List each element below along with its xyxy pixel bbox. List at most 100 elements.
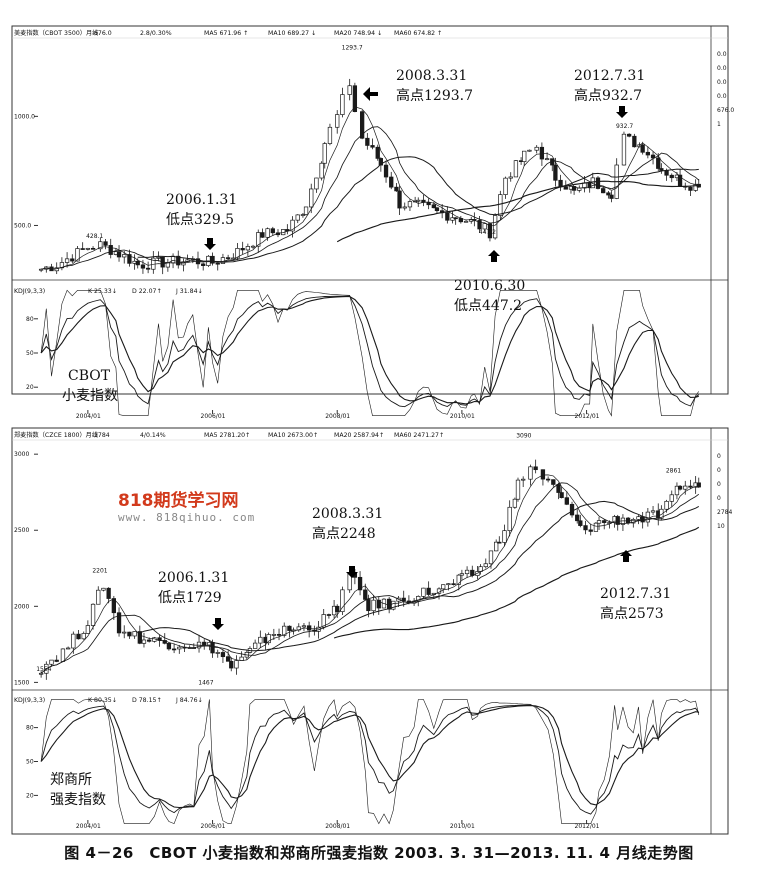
candle-body <box>239 656 244 661</box>
candle-body <box>601 188 606 194</box>
candle-body <box>90 247 96 250</box>
candle-body <box>503 177 508 195</box>
candle-body <box>245 246 251 251</box>
kdj-header-field: KDJ(9,3,3) <box>14 288 45 295</box>
candle-body <box>416 596 421 602</box>
y-tick-label: 2000 <box>14 603 29 610</box>
candle-body <box>210 255 215 264</box>
candle-body <box>551 479 556 485</box>
candle-body <box>640 144 645 153</box>
candle-body <box>378 158 384 166</box>
annotation-arrow-icon <box>616 106 628 118</box>
kdj-header-field: KDJ(9,3,3) <box>14 697 45 704</box>
right-axis-label: 0 <box>717 467 721 474</box>
y-tick-label: 1000.0 <box>14 113 35 120</box>
x-tick-label: 2012/01 <box>575 413 600 420</box>
candle-body <box>54 267 59 272</box>
candle-body <box>71 633 76 649</box>
candle-body <box>357 576 363 591</box>
candle-body <box>335 605 340 613</box>
candle-body <box>147 639 152 642</box>
candle-body <box>127 631 132 637</box>
candle-body <box>497 541 502 544</box>
kdj-header-field: J 31.84↓ <box>175 288 203 295</box>
candle-body <box>359 111 365 139</box>
ma60-line <box>336 180 699 243</box>
candle-body <box>76 633 81 640</box>
annotation-value: 高点1293.7 <box>396 87 473 104</box>
header-field-6: MA60 2471.27↑ <box>394 432 444 439</box>
candle-body <box>606 192 611 196</box>
header-field-0: 郑麦指数（CZCE 1800）月线 <box>14 431 98 439</box>
candle-body <box>659 168 664 171</box>
candle-body <box>498 194 503 216</box>
candle-body <box>225 656 231 662</box>
candle-body <box>650 510 656 513</box>
right-axis-label: 0.0 <box>717 65 727 72</box>
ma5-line <box>41 106 700 270</box>
candle-body <box>265 228 270 238</box>
candle-body <box>347 85 352 95</box>
candle-body <box>225 257 231 259</box>
kdj-d-line <box>40 705 699 809</box>
candle-body <box>365 137 370 146</box>
candle-body <box>494 541 499 552</box>
candle-body <box>696 482 701 488</box>
right-axis-label: 676.0 <box>717 107 734 114</box>
kdj-tick-label: 80 <box>26 725 34 732</box>
candle-body <box>340 94 345 115</box>
candle-body <box>220 652 226 658</box>
candle-body <box>578 520 583 526</box>
candle-body <box>521 478 526 481</box>
candle-body <box>575 514 580 522</box>
candle-body <box>101 587 106 591</box>
candle-body <box>314 177 319 190</box>
candle-body <box>135 260 140 266</box>
annotation-value: 高点2573 <box>600 605 664 622</box>
candle-body <box>522 150 527 162</box>
candle-body <box>49 659 54 665</box>
candle-body <box>669 494 674 502</box>
value-label: 3090 <box>516 432 531 439</box>
candle-body <box>512 498 518 508</box>
candle-body <box>38 672 44 675</box>
kdj-k-line <box>40 704 700 815</box>
candle-body <box>132 631 137 637</box>
x-tick-label: 2008/01 <box>325 823 350 830</box>
candle-body <box>487 223 493 239</box>
candle-body <box>463 220 469 223</box>
candle-body <box>156 256 161 259</box>
candle-body <box>60 648 66 662</box>
value-label: 1554 <box>36 666 51 673</box>
candle-body <box>295 214 300 221</box>
candle-body <box>394 186 399 192</box>
kdj-tick-label: 20 <box>26 792 34 799</box>
annotation-value: 低点447.2 <box>454 298 522 314</box>
y-tick-label: 2500 <box>14 527 29 534</box>
kdj-header-field: K 25.33↓ <box>88 288 117 295</box>
candle-body <box>309 188 314 208</box>
candle-body <box>407 201 413 208</box>
candle-body <box>287 625 292 631</box>
candle-body <box>389 176 394 188</box>
candle-body <box>482 223 487 230</box>
x-tick-label: 2006/01 <box>201 413 226 420</box>
candle-body <box>387 598 392 610</box>
ma20-line <box>137 156 699 263</box>
right-axis-label: 10 <box>717 523 725 530</box>
y-tick-label: 1500 <box>14 679 29 686</box>
candle-body <box>453 217 458 220</box>
annotation-value: 低点1729 <box>158 590 222 606</box>
candle-body <box>593 522 599 532</box>
candle-body <box>116 612 122 634</box>
kdj-tick-label: 50 <box>26 759 34 766</box>
candle-body <box>90 603 96 626</box>
candle-body <box>322 143 327 164</box>
candle-body <box>426 587 431 595</box>
candle-body <box>240 248 245 251</box>
candle-body <box>170 255 176 264</box>
candle-body <box>234 660 239 669</box>
candle-body <box>276 634 282 636</box>
candle-body <box>459 573 465 576</box>
candle-body <box>300 214 306 216</box>
